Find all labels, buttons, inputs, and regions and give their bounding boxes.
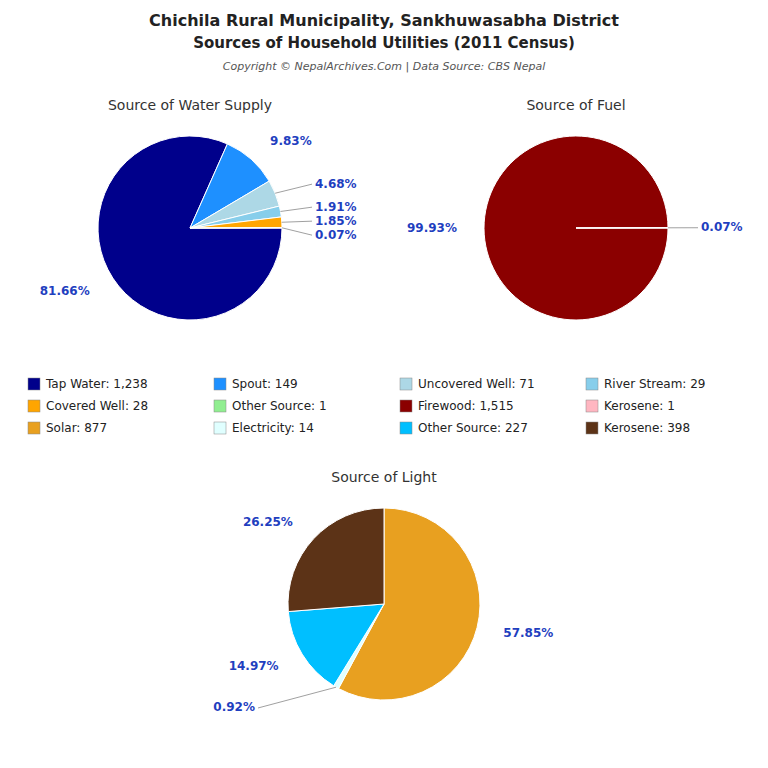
legend-label: Other Source: 227 bbox=[418, 421, 528, 435]
legend-swatch bbox=[214, 400, 226, 412]
title: Chichila Rural Municipality, Sankhuwasab… bbox=[149, 11, 619, 30]
background bbox=[0, 0, 768, 768]
legend-swatch bbox=[214, 378, 226, 390]
legend-swatch bbox=[400, 422, 412, 434]
leader-line bbox=[282, 228, 312, 235]
legend-label: Solar: 877 bbox=[46, 421, 107, 435]
legend-label: Kerosene: 1 bbox=[604, 399, 675, 413]
subtitle: Sources of Household Utilities (2011 Cen… bbox=[193, 34, 575, 52]
data-label: 14.97% bbox=[229, 659, 279, 673]
leader-line bbox=[275, 184, 312, 193]
pie-slice bbox=[288, 508, 384, 612]
data-label: 1.85% bbox=[315, 214, 357, 228]
legend-swatch bbox=[400, 400, 412, 412]
data-label: 0.92% bbox=[213, 700, 255, 714]
legend: Tap Water: 1,238 Spout: 149 Uncovered Well… bbox=[28, 377, 705, 435]
pie-chart: Source of Fuel 0.07% 99.93% bbox=[407, 97, 743, 320]
pie-slice bbox=[190, 227, 282, 228]
legend-label: Kerosene: 398 bbox=[604, 421, 690, 435]
legend-label: Firewood: 1,515 bbox=[418, 399, 514, 413]
legend-swatch bbox=[400, 378, 412, 390]
legend-label: Other Source: 1 bbox=[232, 399, 327, 413]
chart: Chichila Rural Municipality, Sankhuwasab… bbox=[0, 0, 768, 768]
pie-title: Source of Light bbox=[331, 469, 437, 485]
legend-label: Spout: 149 bbox=[232, 377, 298, 391]
legend-swatch bbox=[28, 378, 40, 390]
data-label: 0.07% bbox=[315, 228, 357, 242]
pie-chart: Source of Water Supply 9.83% 4.68% 1.91%1.8… bbox=[40, 97, 357, 320]
pie-slice bbox=[190, 217, 282, 228]
data-label: 99.93% bbox=[407, 221, 457, 235]
legend-swatch bbox=[586, 400, 598, 412]
annotation: Copyright © NepalArchives.Com | Data Sou… bbox=[223, 60, 545, 73]
legend-swatch bbox=[586, 378, 598, 390]
legend-swatch bbox=[28, 422, 40, 434]
pie-slice bbox=[98, 136, 282, 320]
legend-label: Uncovered Well: 71 bbox=[418, 377, 535, 391]
pie-title: Source of Water Supply bbox=[108, 97, 272, 113]
legend-swatch bbox=[586, 422, 598, 434]
pie-slice bbox=[484, 136, 668, 320]
pie-slice bbox=[288, 604, 384, 686]
data-label: 0.07% bbox=[701, 220, 743, 234]
data-label: 9.83% bbox=[270, 134, 312, 148]
pie-slice bbox=[190, 206, 281, 228]
data-label: 26.25% bbox=[243, 515, 293, 529]
pie-title: Source of Fuel bbox=[526, 97, 625, 113]
legend-label: Tap Water: 1,238 bbox=[45, 377, 148, 391]
leader-line bbox=[668, 227, 698, 228]
pie-chart: Source of Light 57.85% 26.25% 14.97% 0.92% bbox=[213, 469, 553, 714]
data-label: 1.91% bbox=[315, 200, 357, 214]
legend-label: River Stream: 29 bbox=[604, 377, 705, 391]
legend-swatch bbox=[28, 400, 40, 412]
leader-line bbox=[282, 221, 312, 222]
leader-line bbox=[281, 207, 312, 211]
pie-slice bbox=[576, 227, 668, 228]
legend-swatch bbox=[214, 422, 226, 434]
data-label: 81.66% bbox=[40, 284, 90, 298]
data-label: 57.85% bbox=[503, 626, 553, 640]
legend-label: Covered Well: 28 bbox=[46, 399, 148, 413]
leader-line bbox=[258, 687, 336, 708]
legend-label: Electricity: 14 bbox=[232, 421, 314, 435]
data-label: 4.68% bbox=[315, 177, 357, 191]
